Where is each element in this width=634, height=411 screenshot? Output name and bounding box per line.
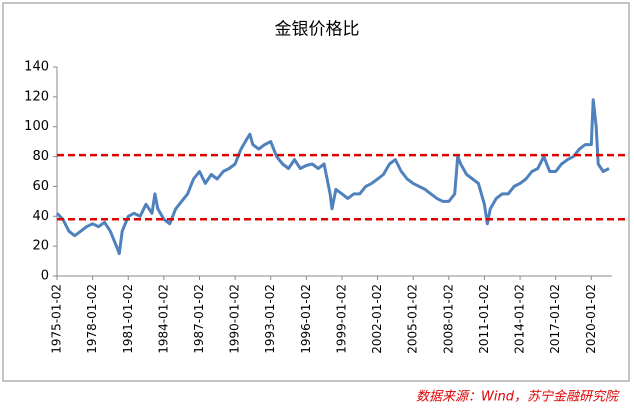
- x-tick-label: 1987-01-02: [192, 284, 206, 354]
- x-tick-label: 1984-01-02: [156, 284, 170, 354]
- x-tick-label: 2005-01-02: [406, 284, 420, 354]
- chart-title: 金银价格比: [275, 20, 360, 40]
- x-tick-label: 1999-01-02: [334, 284, 348, 354]
- y-tick-label: 60: [32, 179, 49, 194]
- y-tick-label: 120: [24, 89, 49, 104]
- y-tick-label: 40: [32, 209, 49, 224]
- y-tick-label: 100: [24, 119, 49, 134]
- data-line: [55, 98, 610, 256]
- y-tick-label: 80: [32, 149, 49, 164]
- chart-border: [2, 2, 630, 382]
- y-tick-label: 20: [32, 239, 49, 254]
- x-tick-label: 2014-01-02: [513, 284, 527, 354]
- y-tick-label: 140: [24, 60, 49, 75]
- x-tick-label: 1981-01-02: [121, 284, 135, 354]
- x-tick-label: 1975-01-02: [50, 284, 64, 354]
- y-tick-label: 0: [41, 269, 49, 284]
- x-tick-label: 1996-01-02: [299, 284, 313, 354]
- x-tick-label: 1993-01-02: [263, 284, 277, 354]
- source-note: 数据来源：Wind，苏宁金融研究院: [416, 389, 620, 405]
- x-tick-label: 2008-01-02: [441, 284, 455, 354]
- x-tick-label: 2020-01-02: [584, 284, 598, 354]
- x-tick-label: 1978-01-02: [85, 284, 99, 354]
- x-tick-label: 2011-01-02: [477, 284, 491, 354]
- x-tick-label: 2002-01-02: [370, 284, 384, 354]
- x-tick-label: 1990-01-02: [228, 284, 242, 354]
- x-tick-label: 2017-01-02: [548, 284, 562, 354]
